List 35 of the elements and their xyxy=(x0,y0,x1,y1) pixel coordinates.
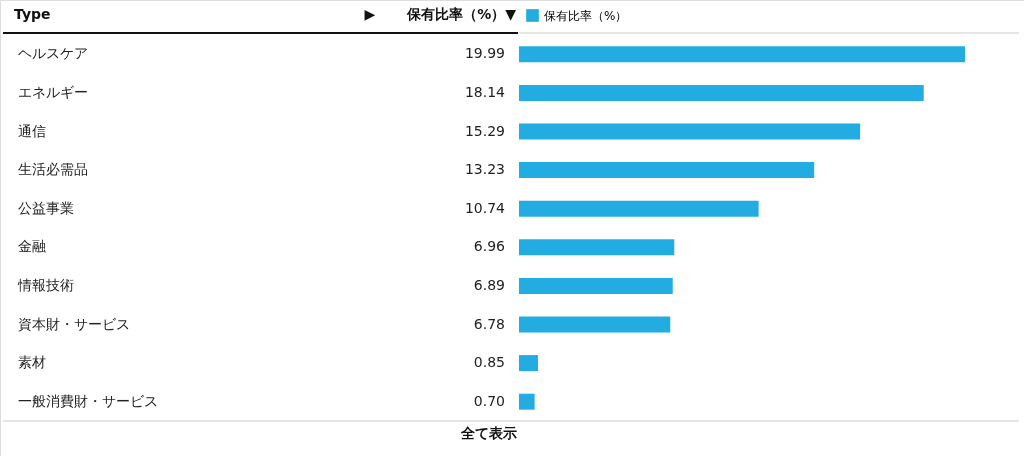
text: ▶ xyxy=(364,6,376,22)
bar xyxy=(519,84,924,101)
bar xyxy=(519,355,538,372)
data-label: 10.74 xyxy=(464,199,506,216)
text: 全て表示 xyxy=(460,425,517,441)
data-label: 0.70 xyxy=(473,392,505,409)
y-tick-label: 生活必需品 xyxy=(18,161,88,178)
y-tick-label: 公益事業 xyxy=(18,199,74,216)
data-label: 18.14 xyxy=(464,83,506,100)
y-tick-label: 資本財・サービス xyxy=(18,315,130,332)
data-label: 15.29 xyxy=(464,122,505,139)
data-label: 6.78 xyxy=(473,315,505,332)
y-tick-label: 一般消費財・サービス xyxy=(18,392,158,409)
text: Type xyxy=(14,6,51,22)
bar xyxy=(519,46,965,63)
data-label: 6.96 xyxy=(473,238,506,255)
data-label: 13.23 xyxy=(464,161,505,178)
y-tick-label: 素材 xyxy=(18,354,46,371)
y-tick-label: 情報技術 xyxy=(17,276,74,293)
bar xyxy=(519,316,671,333)
data-label: 6.89 xyxy=(473,276,505,293)
text: 保有比率（%）▼ xyxy=(406,6,517,22)
bar xyxy=(519,200,759,217)
bar xyxy=(519,239,675,256)
bar xyxy=(519,123,861,140)
y-tick-label: 通信 xyxy=(18,122,46,139)
bar xyxy=(519,393,535,410)
data-label: 0.85 xyxy=(473,354,505,371)
bar xyxy=(519,277,673,294)
y-tick-label: 金融 xyxy=(18,238,46,255)
data-label: 19.99 xyxy=(464,45,505,62)
y-tick-label: ヘルスケア xyxy=(18,45,88,62)
bar xyxy=(519,162,815,179)
y-tick-label: エネルギー xyxy=(18,83,88,100)
legend-label: 保有比率（%） xyxy=(544,8,628,23)
